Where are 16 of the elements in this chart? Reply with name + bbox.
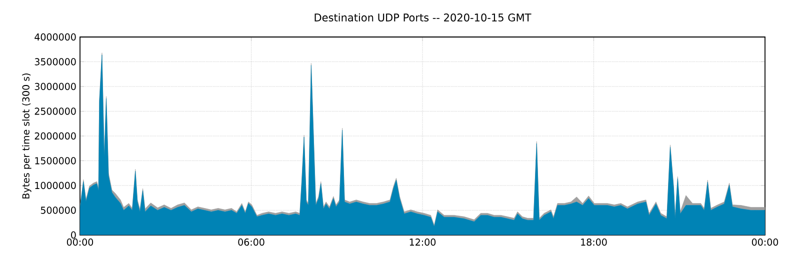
y-tick-label: 0 xyxy=(71,231,76,239)
y-tick-label: 500000 xyxy=(40,206,76,214)
y-axis-title: Bytes per time slot (300 s) xyxy=(22,74,32,198)
y-tick-label: 3000000 xyxy=(34,82,76,90)
chart-title: Destination UDP Ports -- 2020-10-15 GMT xyxy=(314,13,532,22)
x-tick-label: 06:00 xyxy=(238,238,264,246)
x-tick-label: 12:00 xyxy=(410,238,436,246)
y-tick-label: 3500000 xyxy=(34,58,76,66)
y-tick-label: 2000000 xyxy=(34,132,76,140)
x-tick-label: 00:00 xyxy=(66,238,94,246)
y-tick-label: 4000000 xyxy=(34,33,76,41)
y-tick-label: 1000000 xyxy=(35,182,76,190)
y-tick-label: 2500000 xyxy=(34,108,76,115)
x-tick-label: 18:00 xyxy=(581,238,607,246)
y-tick-label: 1500000 xyxy=(35,157,76,164)
x-tick-label: 00:00 xyxy=(752,238,778,246)
